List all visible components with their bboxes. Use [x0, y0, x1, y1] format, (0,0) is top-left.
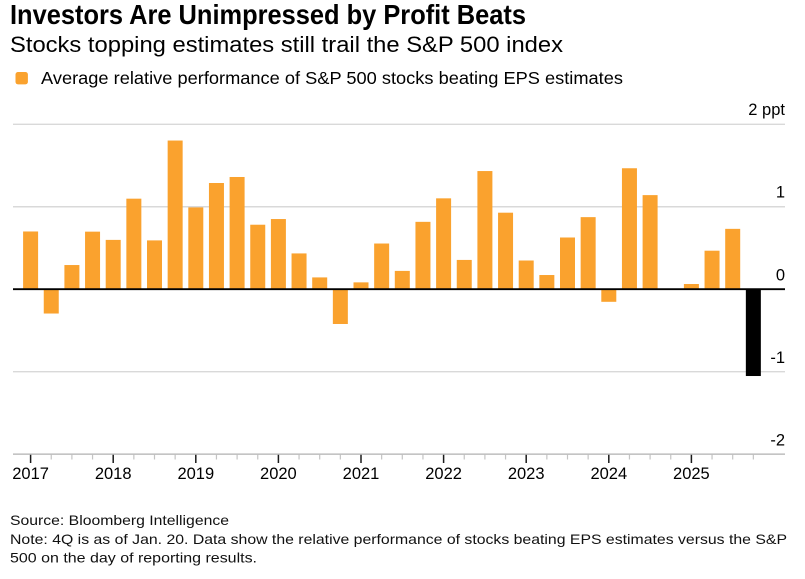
svg-text:2023: 2023	[508, 465, 545, 483]
svg-text:Stocks topping estimates still: Stocks topping estimates still trail the…	[10, 32, 563, 57]
svg-text:2022: 2022	[425, 465, 462, 483]
svg-text:2019: 2019	[177, 465, 214, 483]
svg-text:2 ppt: 2 ppt	[748, 101, 785, 119]
svg-text:2020: 2020	[260, 465, 297, 483]
svg-text:1: 1	[776, 184, 785, 202]
svg-text:Average relative performance o: Average relative performance of S&P 500 …	[41, 68, 623, 88]
svg-text:2025: 2025	[673, 465, 710, 483]
svg-text:2017: 2017	[12, 465, 49, 483]
svg-text:-1: -1	[770, 349, 785, 367]
svg-text:Source: Bloomberg Intelligence: Source: Bloomberg Intelligence	[10, 512, 229, 528]
svg-text:Investors Are Unimpressed by P: Investors Are Unimpressed by Profit Beat…	[10, 0, 526, 30]
svg-text:0: 0	[776, 266, 785, 284]
svg-text:500 on the day of reporting re: 500 on the day of reporting results.	[10, 550, 257, 566]
svg-text:2018: 2018	[95, 465, 132, 483]
svg-text:2024: 2024	[590, 465, 627, 483]
svg-text:2021: 2021	[343, 465, 380, 483]
svg-text:Note: 4Q is as of Jan. 20. Dat: Note: 4Q is as of Jan. 20. Data show the…	[10, 531, 787, 547]
svg-text:-2: -2	[770, 431, 785, 449]
